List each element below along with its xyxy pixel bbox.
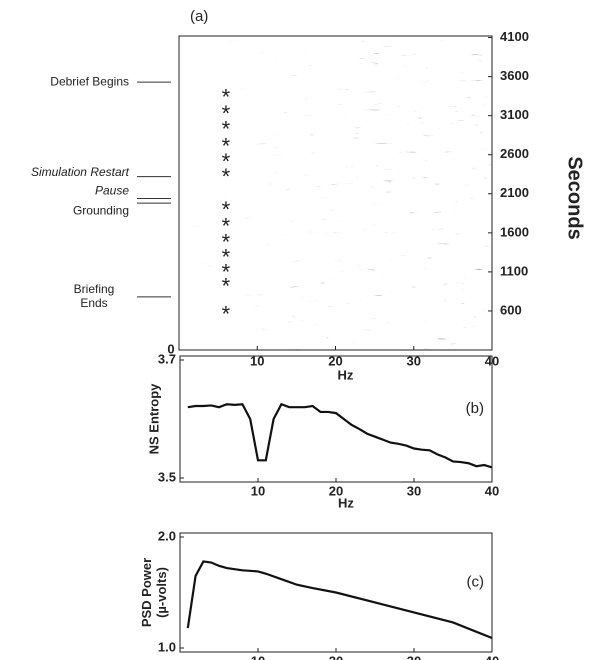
x-tick-label: 30 xyxy=(407,483,421,498)
plot-frame xyxy=(179,355,493,483)
y-tick-label: 1.0 xyxy=(158,639,176,654)
x-tick-label: 20 xyxy=(328,353,342,368)
y-tick-label: 1100 xyxy=(500,263,528,278)
y-tick-label: 2600 xyxy=(500,146,529,161)
x-axis-label: Hz xyxy=(338,367,354,382)
annotation-text: Pause xyxy=(95,184,129,198)
y-tick-label: 3100 xyxy=(500,107,529,122)
y-axis-label: PSD Power xyxy=(139,558,154,627)
panel-label: (c) xyxy=(467,573,485,590)
y-axis-label: Seconds xyxy=(564,156,586,239)
event-marker: * xyxy=(222,134,231,159)
event-marker: * xyxy=(222,273,231,298)
y-tick-label: 1600 xyxy=(500,224,529,239)
event-marker: * xyxy=(222,116,231,141)
data-line xyxy=(187,402,493,469)
y-axis-label: NS Entropy xyxy=(146,383,161,455)
y-tick-label: 3.7 xyxy=(158,351,176,366)
x-tick-label: 10 xyxy=(251,653,265,660)
x-tick-label: 0 xyxy=(167,341,174,356)
y-tick-label: 3.5 xyxy=(158,469,176,484)
panel-label: (a) xyxy=(190,8,208,25)
x-tick-label: 40 xyxy=(485,483,499,498)
y-tick-label: 2100 xyxy=(500,185,529,200)
x-tick-label: 20 xyxy=(329,653,343,660)
x-tick-label: 10 xyxy=(250,353,264,368)
event-marker: * xyxy=(222,101,231,126)
x-tick-label: 30 xyxy=(407,353,421,368)
x-tick-label: 10 xyxy=(251,483,265,498)
x-axis-label: Hz xyxy=(338,495,354,510)
data-line xyxy=(186,560,493,640)
y-axis-label: (µ-volts) xyxy=(154,567,169,618)
event-marker: * xyxy=(222,302,231,327)
x-tick-label: 30 xyxy=(407,653,421,660)
event-marker: * xyxy=(222,213,231,238)
event-marker: * xyxy=(222,230,231,255)
panel-label: (b) xyxy=(466,400,484,417)
y-tick-label: 4100 xyxy=(500,29,529,44)
event-marker: * xyxy=(222,197,231,222)
annotation-text: Briefing xyxy=(74,282,115,296)
x-tick-label: 20 xyxy=(329,483,343,498)
y-tick-label: 3600 xyxy=(500,68,529,83)
event-marker: * xyxy=(222,149,231,174)
event-marker: * xyxy=(222,245,231,270)
event-marker: * xyxy=(222,84,231,109)
x-tick-label: 40 xyxy=(485,653,499,660)
event-marker: * xyxy=(222,259,231,284)
annotation-text: Debrief Begins xyxy=(50,74,129,88)
contour-fade xyxy=(179,36,492,350)
annotation-text: Ends xyxy=(80,296,107,310)
annotation-text: Grounding xyxy=(73,203,129,217)
y-tick-label: 600 xyxy=(500,302,522,317)
y-tick-label: 2.0 xyxy=(158,528,176,543)
annotation-text: Simulation Restart xyxy=(31,165,130,179)
event-marker: * xyxy=(222,164,231,189)
